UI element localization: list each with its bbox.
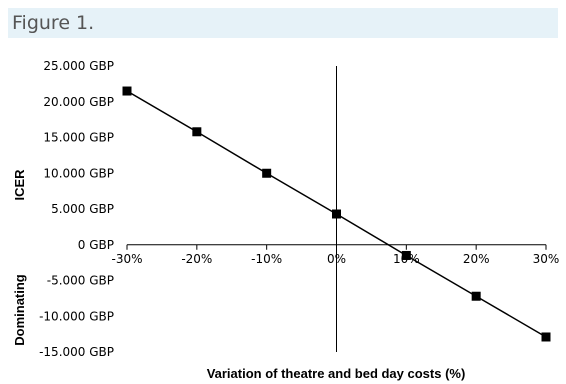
x-tick-label: 0% bbox=[327, 252, 346, 266]
data-point-marker bbox=[401, 250, 411, 260]
x-axis-label: Variation of theatre and bed day costs (… bbox=[207, 366, 466, 381]
data-point-marker bbox=[471, 291, 481, 301]
y-tick-label: 10.000 GBP bbox=[43, 166, 114, 180]
data-point-marker bbox=[332, 209, 341, 219]
x-tick-label: -20% bbox=[181, 252, 212, 266]
chart-axes bbox=[126, 66, 547, 352]
data-point-marker bbox=[192, 127, 202, 137]
data-point-marker bbox=[541, 332, 551, 342]
y-tick-label: -5.000 GBP bbox=[47, 274, 114, 288]
y-tick-label: 20.000 GBP bbox=[43, 95, 114, 109]
x-tick-labels: -30%-20%-10%0%10%20%30% bbox=[111, 252, 559, 266]
y-axis-label-icer: ICER bbox=[12, 169, 27, 201]
figure-header: Figure 1. bbox=[8, 8, 558, 38]
x-tick-label: -30% bbox=[111, 252, 142, 266]
y-tick-label: 15.000 GBP bbox=[43, 131, 114, 145]
x-tick-label: 20% bbox=[463, 252, 490, 266]
y-axis-label-dominating: Dominating bbox=[12, 274, 27, 346]
chart-series bbox=[122, 86, 551, 342]
y-tick-label: 0 GBP bbox=[78, 238, 114, 252]
data-point-marker bbox=[122, 86, 132, 96]
y-tick-label: -15.000 GBP bbox=[39, 345, 114, 359]
y-tick-labels: 25.000 GBP 20.000 GBP 15.000 GBP 10.000 GBP… bbox=[39, 59, 114, 359]
data-point-marker bbox=[262, 168, 272, 178]
x-tick-label: 30% bbox=[533, 252, 560, 266]
y-tick-label: 25.000 GBP bbox=[43, 59, 114, 73]
y-tick-label: 5.000 GBP bbox=[51, 202, 114, 216]
figure-label: Figure 1. bbox=[12, 12, 95, 34]
y-tick-label: -10.000 GBP bbox=[39, 309, 114, 323]
x-tick-label: -10% bbox=[251, 252, 282, 266]
